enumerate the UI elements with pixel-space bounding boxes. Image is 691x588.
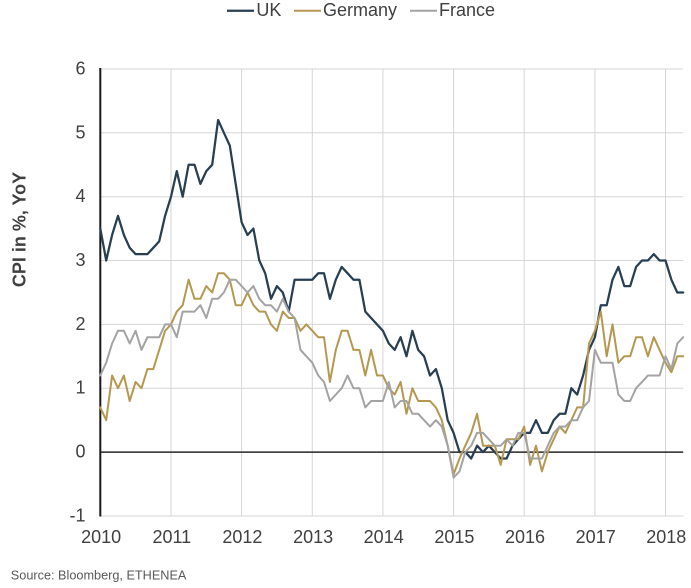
svg-text:4: 4 <box>75 186 85 206</box>
svg-text:1: 1 <box>75 378 85 398</box>
svg-text:2016: 2016 <box>505 527 545 547</box>
svg-text:2014: 2014 <box>364 527 404 547</box>
svg-text:5: 5 <box>75 122 85 142</box>
svg-text:2015: 2015 <box>434 527 474 547</box>
svg-text:2010: 2010 <box>81 527 121 547</box>
svg-text:2017: 2017 <box>576 527 616 547</box>
svg-text:2018: 2018 <box>646 527 686 547</box>
svg-text:0: 0 <box>75 442 85 462</box>
svg-text:2012: 2012 <box>222 527 262 547</box>
svg-text:2013: 2013 <box>293 527 333 547</box>
svg-text:UK: UK <box>256 0 281 20</box>
svg-text:3: 3 <box>75 250 85 270</box>
svg-text:2011: 2011 <box>152 527 191 547</box>
svg-text:France: France <box>439 0 495 20</box>
svg-text:6: 6 <box>75 59 85 79</box>
svg-text:Germany: Germany <box>323 0 397 20</box>
svg-text:2: 2 <box>75 314 85 334</box>
svg-text:CPI in %, YoY: CPI in %, YoY <box>10 172 30 287</box>
svg-text:Source: Bloomberg, ETHENEA: Source: Bloomberg, ETHENEA <box>11 569 187 583</box>
svg-text:-1: -1 <box>69 506 85 526</box>
